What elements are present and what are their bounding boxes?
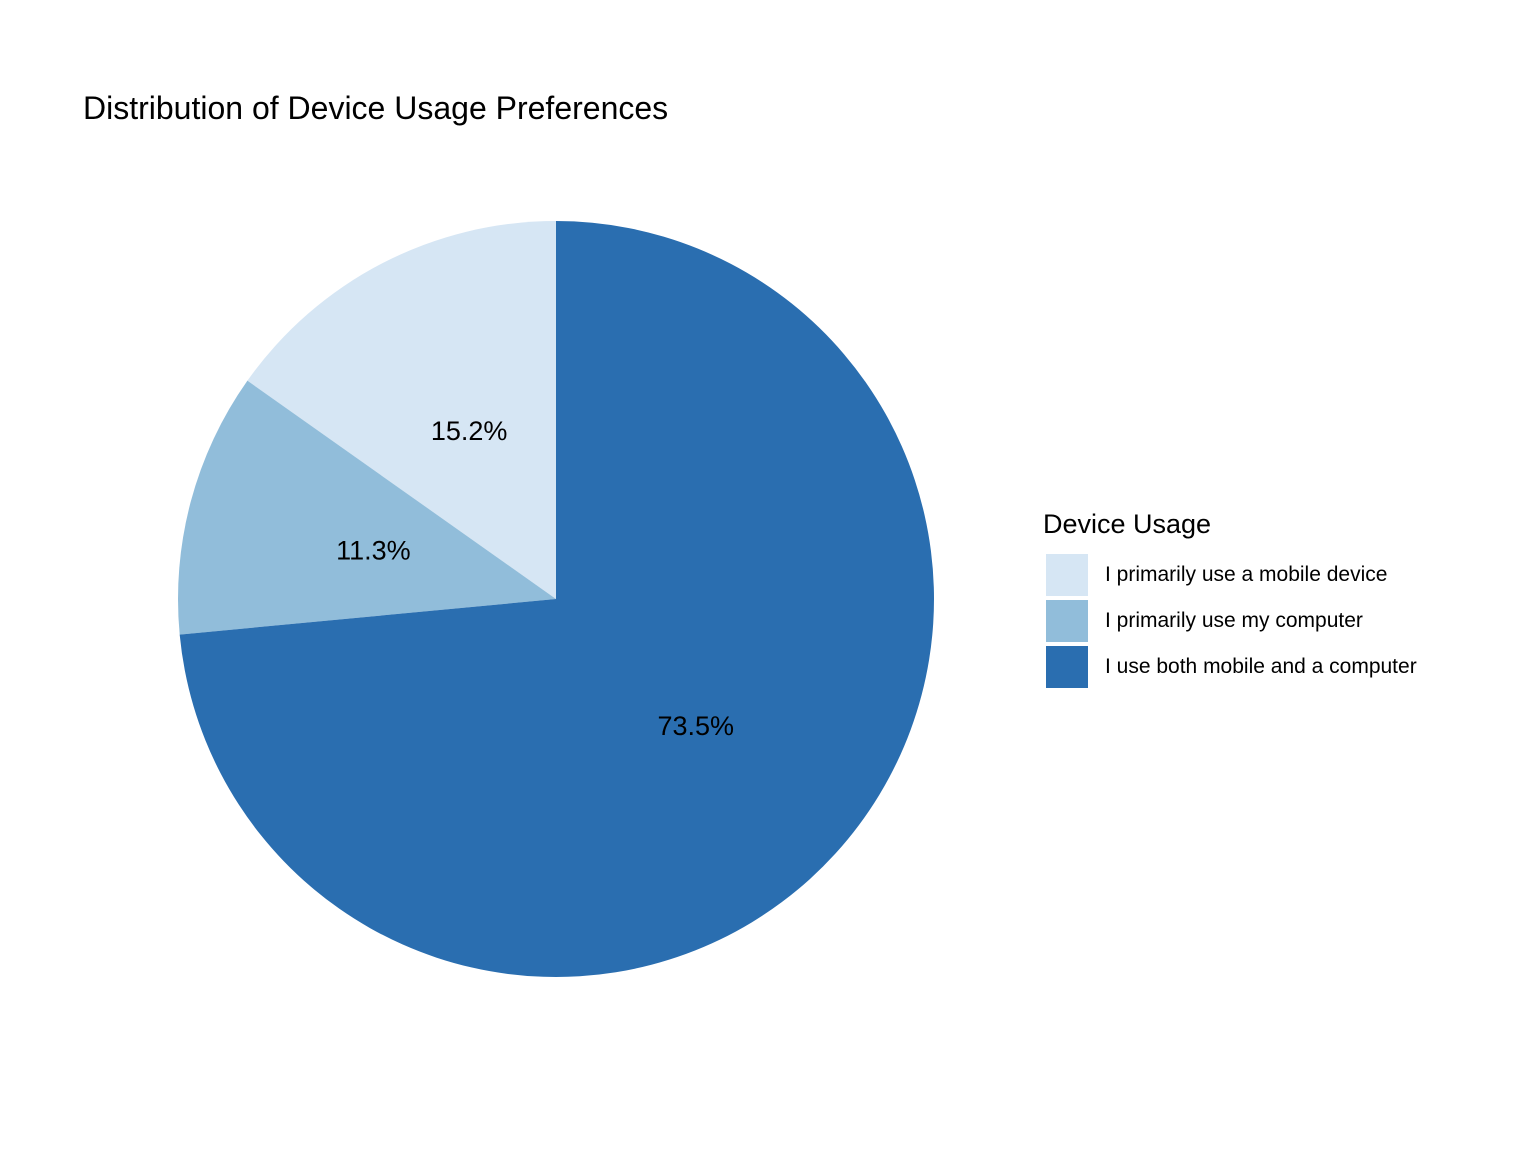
pie-slice-both <box>179 221 935 977</box>
legend-swatch-mobile <box>1046 554 1088 596</box>
pie-label-both: 73.5% <box>658 711 735 741</box>
pie-label-mobile: 15.2% <box>431 416 508 446</box>
pie-slice-mobile <box>247 221 557 599</box>
legend-label-computer: I primarily use my computer <box>1105 609 1363 632</box>
legend-item-mobile: I primarily use a mobile device <box>1043 552 1417 598</box>
legend-label-both: I use both mobile and a computer <box>1105 655 1417 678</box>
pie-label-computer: 11.3% <box>336 535 411 565</box>
legend-swatch-both <box>1046 646 1088 688</box>
legend-swatch-computer <box>1046 600 1088 642</box>
pie-slice-labels: 15.2% 11.3% 73.5% <box>336 416 734 741</box>
chart-title: Distribution of Device Usage Preferences <box>83 90 669 126</box>
pie-slice-computer <box>178 380 556 635</box>
legend-item-computer: I primarily use my computer <box>1043 598 1417 644</box>
legend-title: Device Usage <box>1043 509 1212 539</box>
legend: Device Usage I primarily use a mobile de… <box>1043 506 1417 690</box>
legend-item-both: I use both mobile and a computer <box>1043 644 1417 690</box>
legend-label-mobile: I primarily use a mobile device <box>1105 563 1388 586</box>
pie-slices <box>178 221 935 977</box>
